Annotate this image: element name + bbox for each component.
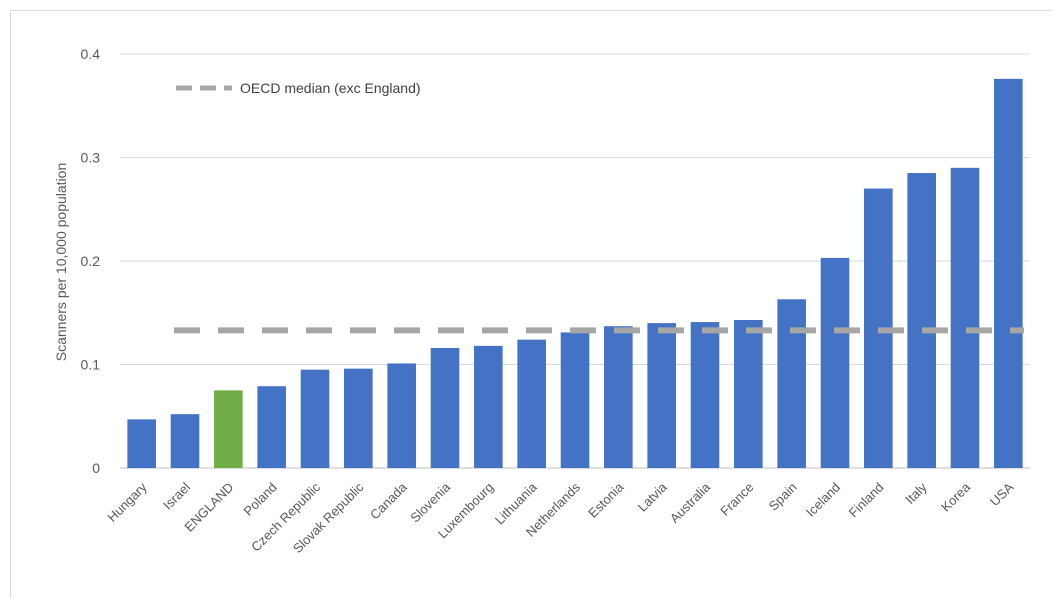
bar-korea bbox=[950, 167, 980, 468]
legend-label: OECD median (exc England) bbox=[240, 80, 421, 96]
x-tick-label: Italy bbox=[902, 479, 930, 507]
x-tick-label: Estonia bbox=[585, 479, 627, 521]
chart-frame bbox=[10, 10, 1051, 598]
bar-spain bbox=[777, 299, 806, 468]
y-axis-title: Scanners per 10,000 population bbox=[53, 163, 69, 361]
bar-slovak-republic bbox=[344, 368, 373, 468]
bar-slovenia bbox=[430, 347, 460, 468]
x-tick-label: Hungary bbox=[104, 479, 150, 525]
bar-poland bbox=[257, 386, 286, 468]
y-tick-label: 0.1 bbox=[81, 357, 101, 373]
bar-lithuania bbox=[517, 339, 546, 468]
x-tick-label: Latvia bbox=[635, 479, 671, 515]
x-tick-label: Spain bbox=[766, 480, 800, 514]
y-tick-label: 0.2 bbox=[81, 253, 101, 269]
y-tick-label: 0.3 bbox=[81, 150, 101, 166]
bar-france bbox=[734, 319, 763, 468]
x-tick-label: Finland bbox=[846, 480, 887, 521]
bar-czech-republic bbox=[300, 369, 330, 468]
bar-england bbox=[214, 390, 243, 468]
x-tick-label: Korea bbox=[938, 479, 974, 515]
x-tick-label: Canada bbox=[367, 479, 410, 522]
legend: OECD median (exc England) bbox=[176, 80, 421, 96]
y-tick-labels: 0 0.1 0.2 0.3 0.4 bbox=[81, 46, 101, 476]
x-tick-label: Iceland bbox=[803, 480, 843, 520]
bars bbox=[127, 78, 1023, 469]
x-tick-label: Australia bbox=[667, 479, 714, 526]
x-tick-label: France bbox=[717, 480, 756, 519]
bar-latvia bbox=[647, 323, 676, 468]
y-tick-label: 0 bbox=[92, 460, 100, 476]
bar-australia bbox=[690, 322, 720, 468]
bar-hungary bbox=[127, 419, 156, 468]
x-tick-label: USA bbox=[987, 479, 1017, 509]
bar-estonia bbox=[604, 326, 633, 468]
bar-iceland bbox=[820, 257, 850, 468]
bar-netherlands bbox=[560, 332, 590, 468]
bar-usa bbox=[994, 78, 1023, 468]
x-tick-label: Poland bbox=[241, 480, 280, 519]
x-tick-label: Israel bbox=[160, 479, 193, 512]
bar-italy bbox=[907, 173, 936, 468]
bar-canada bbox=[387, 363, 416, 468]
bar-luxembourg bbox=[474, 345, 503, 468]
y-tick-label: 0.4 bbox=[81, 46, 101, 62]
bar-israel bbox=[170, 414, 200, 468]
